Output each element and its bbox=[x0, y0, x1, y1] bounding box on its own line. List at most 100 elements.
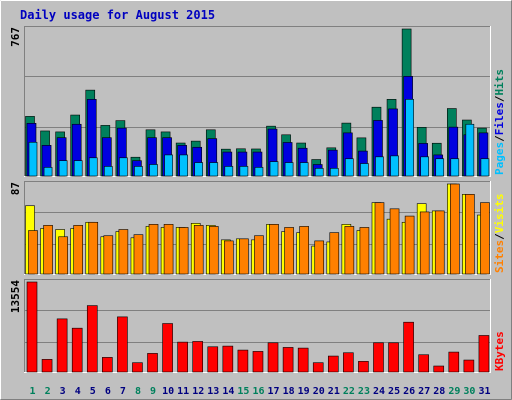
pages-bar bbox=[194, 162, 204, 177]
kbytes-bar bbox=[403, 321, 414, 373]
kbytes-bar bbox=[312, 362, 324, 373]
sites-bar bbox=[329, 232, 340, 275]
kbytes-bar bbox=[237, 349, 249, 373]
sites-bar bbox=[419, 211, 430, 275]
pages-bar bbox=[88, 157, 98, 177]
pages-bar bbox=[209, 162, 219, 177]
pages-bar bbox=[254, 167, 264, 177]
sites-bar bbox=[148, 224, 159, 275]
x-tick-label: 8 bbox=[135, 386, 141, 397]
legend-sites: Sites bbox=[493, 240, 506, 273]
legend-separator: / bbox=[493, 233, 506, 240]
x-tick-label: 10 bbox=[162, 386, 174, 397]
chart-title: Daily usage for August 2015 bbox=[20, 8, 215, 22]
legend-visits-sites: Sites/Visits bbox=[493, 194, 506, 274]
sites-bar bbox=[73, 225, 83, 275]
kbytes-bar bbox=[327, 355, 339, 373]
kbytes-bar bbox=[252, 351, 264, 373]
sites-bar bbox=[374, 202, 385, 275]
pages-bar bbox=[149, 164, 158, 177]
x-tick-label: 7 bbox=[120, 386, 126, 397]
x-tick-label: 2 bbox=[45, 386, 51, 397]
sites-bar bbox=[224, 240, 234, 275]
pages-bar bbox=[299, 162, 309, 177]
pages-bar bbox=[134, 166, 143, 177]
kbytes-bar bbox=[267, 342, 279, 373]
kbytes-bar bbox=[26, 281, 38, 373]
hits-ymax-label: 767 bbox=[9, 27, 22, 47]
x-tick-label: 16 bbox=[252, 386, 264, 397]
sites-bar bbox=[359, 227, 370, 275]
sites-bar bbox=[193, 225, 204, 275]
pages-bar bbox=[360, 163, 369, 177]
x-tick-label: 29 bbox=[448, 386, 460, 397]
pages-bar bbox=[58, 160, 68, 177]
pages-bar bbox=[104, 166, 113, 177]
pages-bar bbox=[179, 154, 188, 177]
sites-bar bbox=[103, 235, 114, 275]
x-tick-label: 4 bbox=[75, 386, 81, 397]
pages-bar bbox=[28, 141, 38, 177]
visits-ymax-label: 87 bbox=[9, 182, 22, 195]
x-tick-label: 9 bbox=[150, 386, 156, 397]
x-tick-label: 19 bbox=[298, 386, 310, 397]
legend-visits: Visits bbox=[493, 194, 506, 234]
pages-bar bbox=[43, 167, 53, 177]
x-tick-label: 6 bbox=[105, 386, 111, 397]
x-tick-label: 11 bbox=[177, 386, 189, 397]
pages-bar bbox=[390, 155, 399, 177]
kbytes-bar bbox=[433, 365, 445, 373]
kbytes-bar bbox=[418, 354, 429, 373]
x-tick-label: 3 bbox=[60, 386, 66, 397]
kbytes-bar bbox=[297, 347, 309, 373]
x-tick-label: 13 bbox=[207, 386, 219, 397]
sites-bar bbox=[133, 234, 144, 275]
x-tick-label: 24 bbox=[373, 386, 385, 397]
legend-hits-files-pages: Pages/Files/Hits bbox=[493, 69, 506, 175]
pages-bar bbox=[420, 156, 429, 177]
pages-bar bbox=[345, 158, 354, 177]
kbytes-bar bbox=[463, 359, 475, 373]
x-tick-label: 23 bbox=[358, 386, 370, 397]
sites-bar bbox=[389, 208, 400, 275]
pages-bar bbox=[314, 168, 324, 177]
sites-bar bbox=[465, 194, 475, 275]
kbytes-bar bbox=[56, 318, 68, 373]
x-tick-label: 1 bbox=[30, 386, 36, 397]
kbytes-bar bbox=[147, 353, 158, 373]
legend-separator: / bbox=[493, 135, 506, 142]
sites-bar bbox=[28, 230, 38, 275]
sites-bar bbox=[269, 224, 279, 275]
x-tick-label: 28 bbox=[433, 386, 445, 397]
sites-bar bbox=[299, 226, 309, 275]
x-tick-label: 14 bbox=[222, 386, 234, 397]
kbytes-bar bbox=[448, 351, 460, 373]
kbytes-bar bbox=[373, 342, 384, 373]
pages-bar bbox=[480, 158, 490, 177]
pages-bar bbox=[375, 156, 384, 177]
kbytes-bar bbox=[207, 346, 219, 373]
sites-bar bbox=[284, 227, 294, 275]
x-tick-label: 15 bbox=[237, 386, 249, 397]
sites-bar bbox=[208, 226, 219, 275]
legend-separator: / bbox=[493, 95, 506, 102]
kbytes-bar bbox=[192, 341, 204, 373]
kbytes-bar bbox=[117, 316, 128, 373]
kbytes-ymax-label: 13554 bbox=[9, 280, 22, 313]
kbytes-bar bbox=[41, 359, 53, 373]
sites-bar bbox=[404, 215, 415, 275]
legend-files: Files bbox=[493, 102, 506, 135]
kbytes-bar bbox=[71, 327, 83, 373]
sites-bar bbox=[118, 229, 129, 275]
x-tick-label: 26 bbox=[403, 386, 415, 397]
kbytes-bar bbox=[478, 335, 490, 373]
x-tick-label: 17 bbox=[268, 386, 280, 397]
sites-bar bbox=[450, 183, 460, 275]
x-tick-label: 21 bbox=[328, 386, 340, 397]
sites-bar bbox=[254, 235, 264, 275]
pages-bar bbox=[284, 162, 294, 177]
x-tick-label: 20 bbox=[313, 386, 325, 397]
sites-bar bbox=[239, 238, 249, 275]
